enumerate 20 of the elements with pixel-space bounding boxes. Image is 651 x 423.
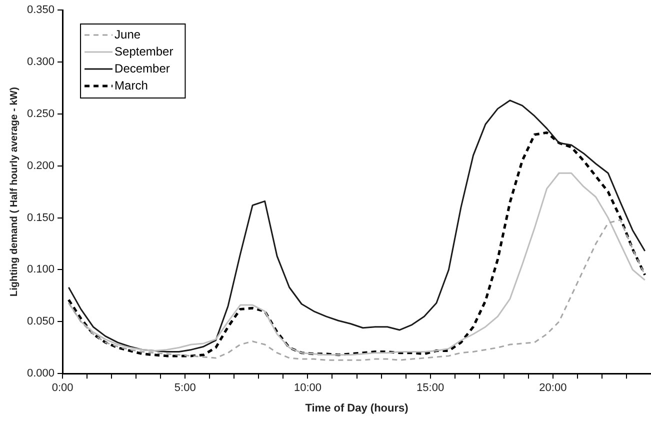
y-tick-label: 0.350 xyxy=(26,4,55,16)
x-tick-label: 20:00 xyxy=(539,382,567,394)
legend-label: December xyxy=(114,61,170,76)
legend-label: June xyxy=(114,27,141,42)
line-series xyxy=(68,219,646,361)
y-tick-label: 0.000 xyxy=(26,368,55,380)
y-axis-title: Lighting demand ( Half hourly average - kW) xyxy=(8,87,20,297)
x-tick-label: 15:00 xyxy=(416,382,444,394)
y-tick-label: 0.100 xyxy=(26,264,55,276)
x-tick-label: 10:00 xyxy=(294,382,322,394)
legend-label: September xyxy=(114,44,174,58)
y-tick-label: 0.250 xyxy=(26,108,55,120)
y-tick-label: 0.300 xyxy=(26,56,55,68)
y-tick-label: 0.200 xyxy=(26,160,55,172)
x-tick-label: 5:00 xyxy=(174,382,196,394)
legend-label: March xyxy=(114,78,148,92)
x-tick-label: 0:00 xyxy=(52,382,74,394)
y-tick-label: 0.150 xyxy=(26,212,55,224)
y-tick-label: 0.050 xyxy=(26,316,55,328)
x-axis-title: Time of Day (hours) xyxy=(305,402,409,414)
